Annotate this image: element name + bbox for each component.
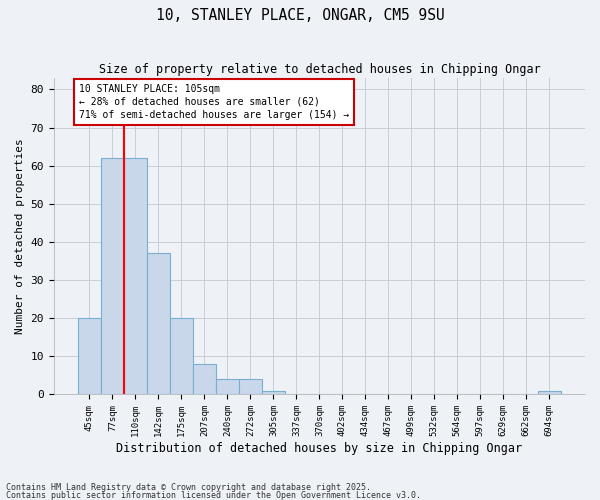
Bar	[193, 364, 216, 394]
Text: 10 STANLEY PLACE: 105sqm
← 28% of detached houses are smaller (62)
71% of semi-d: 10 STANLEY PLACE: 105sqm ← 28% of detach…	[79, 84, 349, 120]
Bar	[216, 379, 239, 394]
Bar	[262, 390, 285, 394]
Bar	[538, 390, 561, 394]
Bar	[170, 318, 193, 394]
Text: 10, STANLEY PLACE, ONGAR, CM5 9SU: 10, STANLEY PLACE, ONGAR, CM5 9SU	[155, 8, 445, 22]
X-axis label: Distribution of detached houses by size in Chipping Ongar: Distribution of detached houses by size …	[116, 442, 523, 455]
Text: Contains public sector information licensed under the Open Government Licence v3: Contains public sector information licen…	[6, 490, 421, 500]
Bar	[239, 379, 262, 394]
Title: Size of property relative to detached houses in Chipping Ongar: Size of property relative to detached ho…	[98, 62, 540, 76]
Bar	[124, 158, 147, 394]
Bar	[78, 318, 101, 394]
Text: Contains HM Land Registry data © Crown copyright and database right 2025.: Contains HM Land Registry data © Crown c…	[6, 484, 371, 492]
Y-axis label: Number of detached properties: Number of detached properties	[15, 138, 25, 334]
Bar	[147, 254, 170, 394]
Bar	[101, 158, 124, 394]
